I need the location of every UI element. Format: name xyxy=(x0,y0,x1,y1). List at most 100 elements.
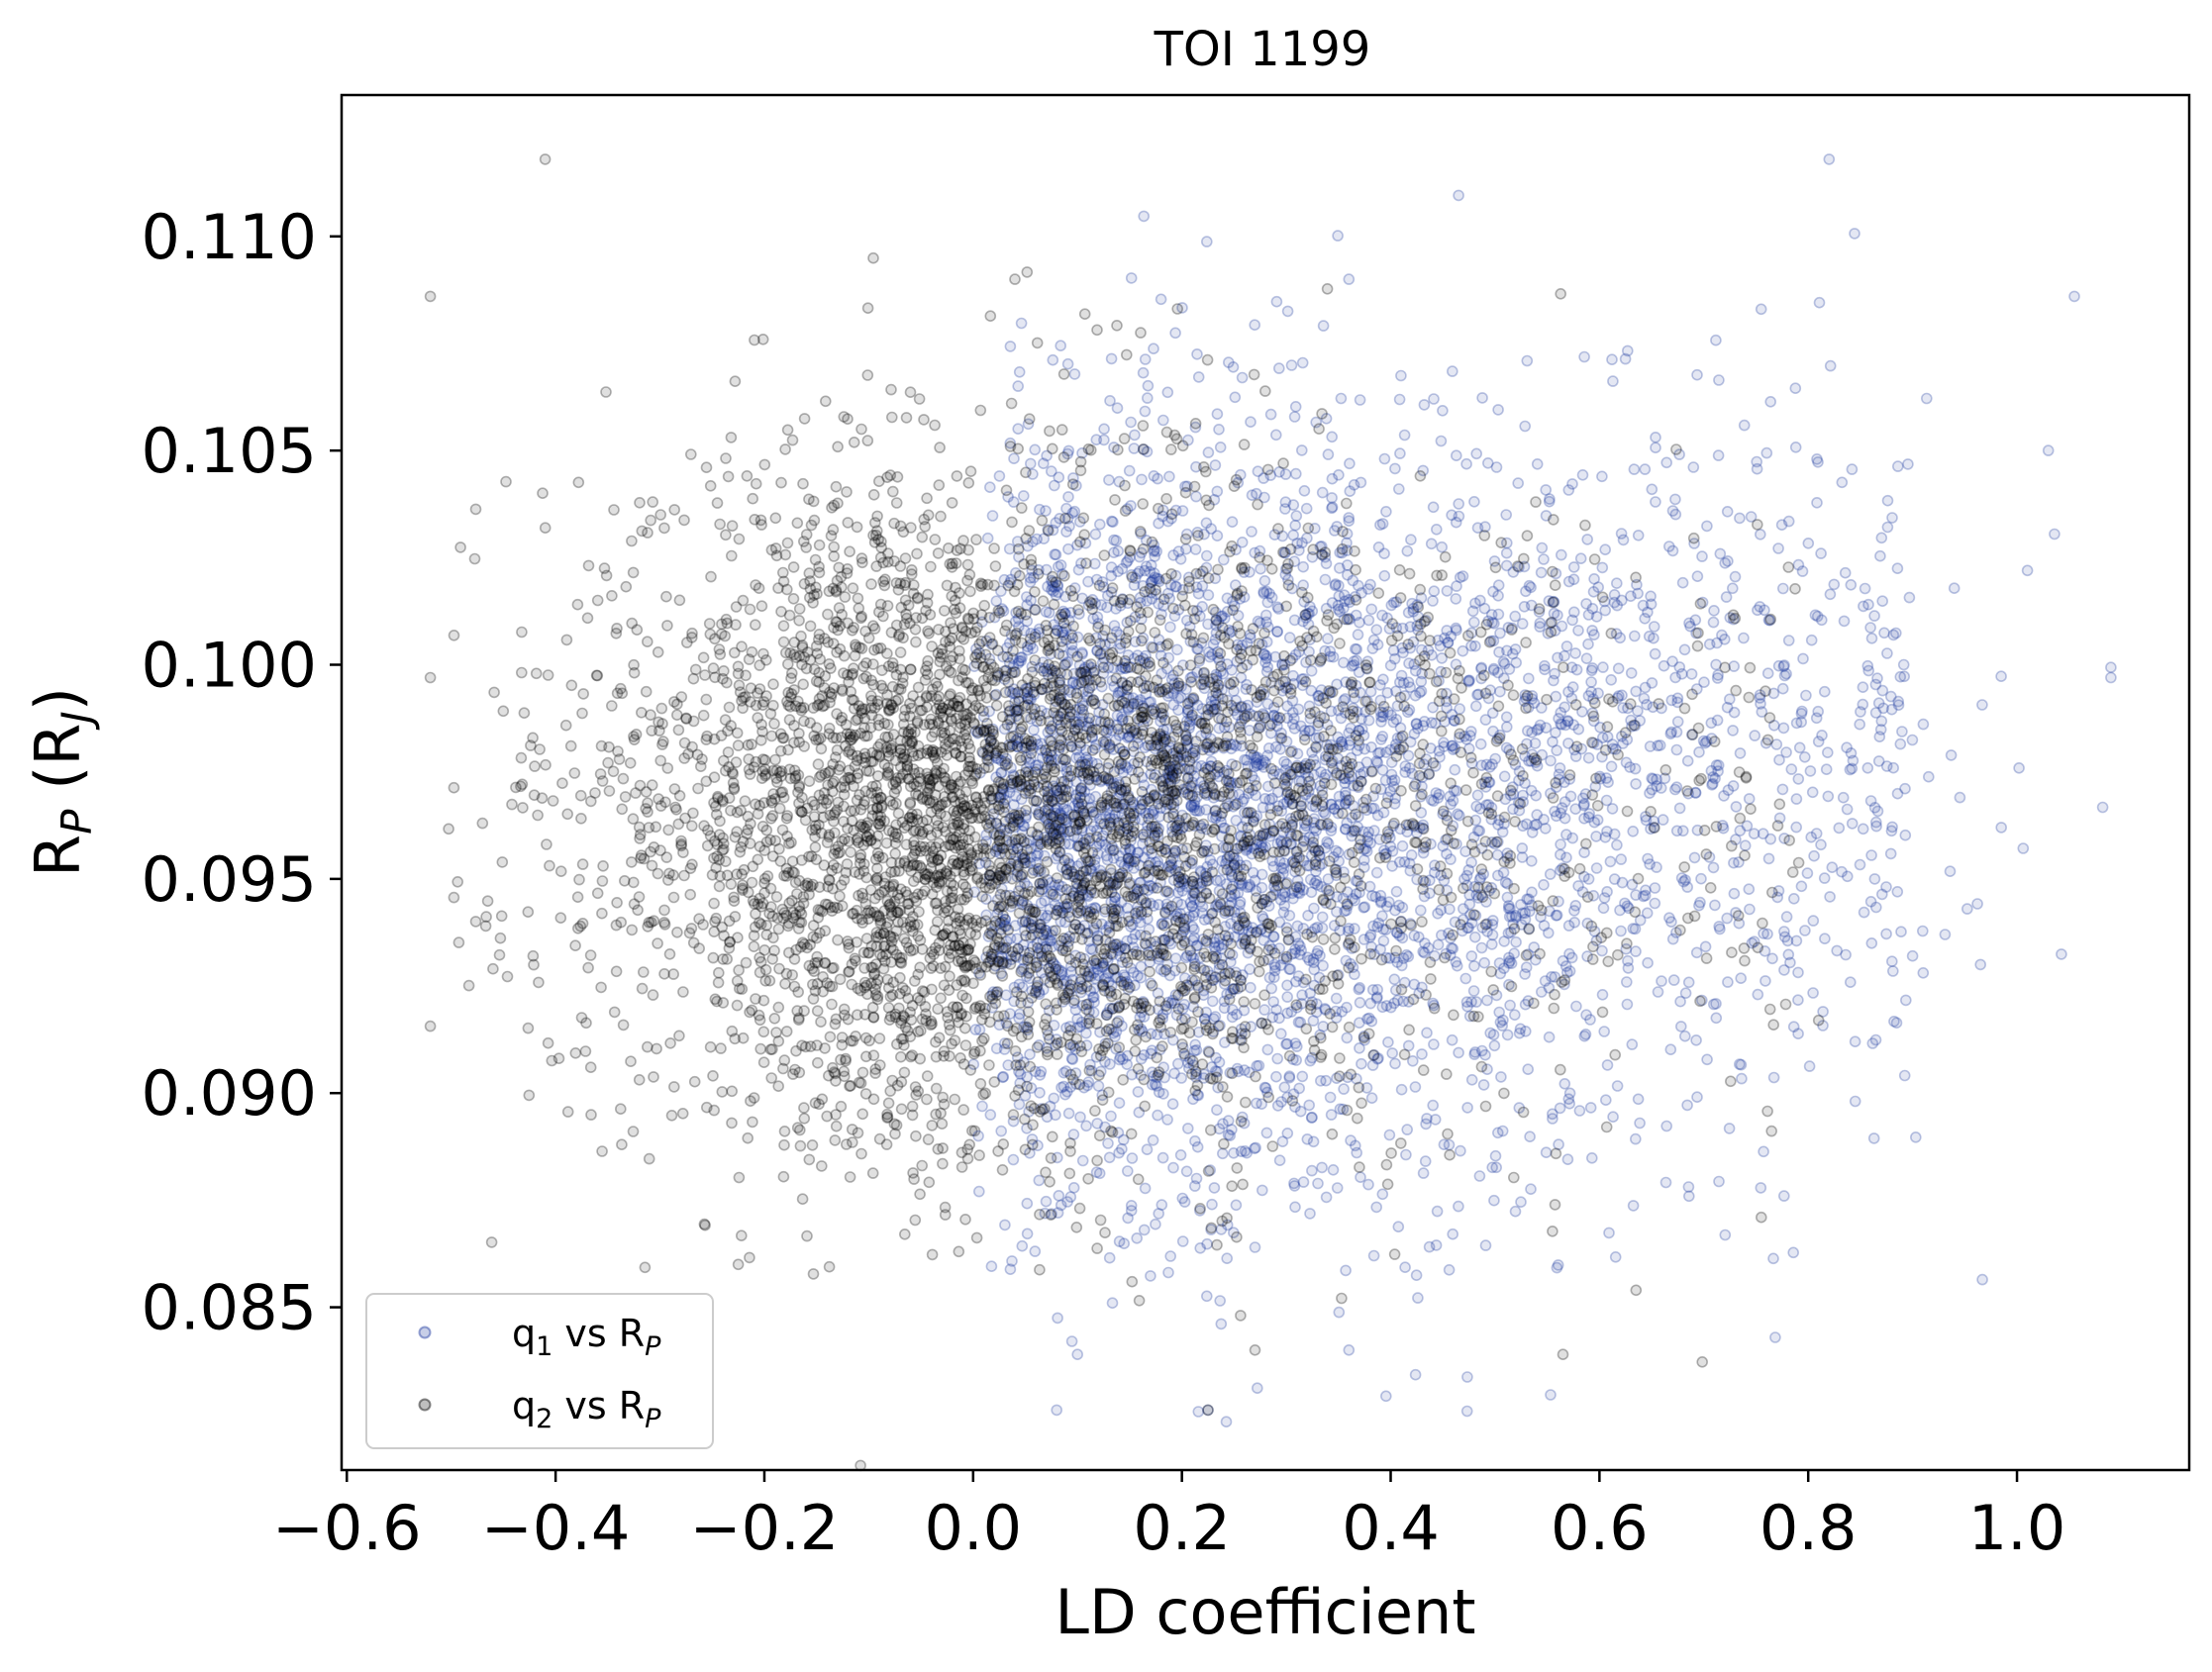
data-point-q1 xyxy=(1507,566,1520,578)
data-point-q2 xyxy=(961,558,974,571)
data-point-q1 xyxy=(1535,566,1548,579)
data-point-q1 xyxy=(1377,934,1390,947)
data-point-q1 xyxy=(1880,928,1892,940)
data-point-q1 xyxy=(1698,676,1710,689)
data-point-q1 xyxy=(1048,585,1059,598)
data-point-q1 xyxy=(1666,933,1679,945)
data-point-q1 xyxy=(1320,1074,1332,1087)
data-point-q1 xyxy=(1629,923,1642,935)
data-point-q1 xyxy=(1712,449,1725,461)
data-point-q1 xyxy=(1415,675,1428,688)
data-point-q1 xyxy=(1319,808,1332,820)
data-point-q1 xyxy=(1431,523,1443,536)
data-point-q1 xyxy=(2017,842,2030,854)
data-point-q2 xyxy=(1779,998,1792,1011)
data-point-q1 xyxy=(1921,392,1933,405)
data-point-q1 xyxy=(1130,852,1142,865)
data-point-q1 xyxy=(1841,741,1853,754)
data-point-q1 xyxy=(1115,855,1127,868)
data-point-q1 xyxy=(1489,752,1501,765)
data-point-q1 xyxy=(1315,766,1327,778)
data-point-q1 xyxy=(1496,1125,1509,1137)
data-point-q1 xyxy=(1759,604,1770,617)
data-point-q1 xyxy=(1473,825,1486,837)
data-point-q2 xyxy=(772,1001,785,1014)
data-point-q1 xyxy=(1488,1194,1500,1207)
data-point-q1 xyxy=(1385,1001,1397,1014)
data-point-q1 xyxy=(1676,576,1689,589)
data-point-q1 xyxy=(969,1024,982,1035)
data-point-q1 xyxy=(1465,726,1477,738)
data-point-q1 xyxy=(1369,891,1382,903)
data-point-q1 xyxy=(1351,1073,1362,1085)
data-point-q1 xyxy=(1892,460,1904,472)
data-point-q1 xyxy=(1648,621,1660,633)
data-point-q1 xyxy=(1548,674,1559,687)
data-point-q1 xyxy=(1885,703,1898,716)
data-point-q2 xyxy=(895,1103,908,1116)
data-point-q1 xyxy=(1390,885,1403,898)
data-point-q1 xyxy=(1606,353,1618,366)
data-point-q1 xyxy=(1481,994,1493,1007)
data-point-q1 xyxy=(1139,405,1152,418)
data-point-q1 xyxy=(1870,901,1882,914)
data-point-q1 xyxy=(1845,976,1857,989)
data-point-q2 xyxy=(1498,811,1511,824)
data-point-q1 xyxy=(1833,822,1846,835)
data-point-q2 xyxy=(1277,457,1289,469)
data-point-q1 xyxy=(1161,1114,1173,1126)
data-point-q1 xyxy=(1398,855,1411,868)
data-point-q1 xyxy=(1470,447,1482,460)
data-point-q1 xyxy=(1671,716,1684,728)
data-point-q1 xyxy=(1892,695,1904,708)
data-point-q1 xyxy=(1419,937,1431,949)
data-point-q1 xyxy=(1378,452,1391,465)
data-point-q2 xyxy=(1022,1006,1035,1018)
data-point-q1 xyxy=(1556,719,1567,731)
data-point-q1 xyxy=(1041,563,1053,576)
data-point-q1 xyxy=(1194,962,1207,974)
data-point-q1 xyxy=(1186,974,1198,986)
data-point-q1 xyxy=(1446,1033,1458,1046)
data-point-q1 xyxy=(1939,929,1952,940)
data-point-q1 xyxy=(1721,505,1734,518)
data-point-q1 xyxy=(1270,295,1283,308)
data-point-q1 xyxy=(1004,1263,1017,1275)
data-point-q1 xyxy=(1419,1155,1432,1167)
data-point-q1 xyxy=(1897,658,1910,671)
data-point-q1 xyxy=(1169,787,1181,800)
data-point-q1 xyxy=(1875,532,1888,544)
data-point-q2 xyxy=(1547,895,1559,907)
data-point-q2 xyxy=(839,591,852,603)
data-point-q1 xyxy=(1421,1027,1433,1039)
data-point-q1 xyxy=(1125,835,1137,847)
data-point-q1 xyxy=(1782,948,1795,961)
data-point-q1 xyxy=(1238,915,1250,928)
data-point-q2 xyxy=(894,1050,907,1063)
data-point-q1 xyxy=(1142,844,1155,856)
data-point-q1 xyxy=(1427,501,1440,514)
data-point-q1 xyxy=(1241,658,1254,671)
data-point-q1 xyxy=(1388,973,1401,986)
data-point-q1 xyxy=(1393,930,1406,942)
data-point-q1 xyxy=(1196,600,1208,613)
data-point-q1 xyxy=(1536,748,1549,761)
data-point-q1 xyxy=(997,781,1009,794)
data-point-q1 xyxy=(1429,1114,1442,1126)
data-point-q1 xyxy=(1249,319,1260,332)
data-point-q1 xyxy=(1215,610,1228,623)
data-point-q1 xyxy=(1570,663,1583,676)
data-point-q1 xyxy=(1380,505,1392,518)
data-point-q1 xyxy=(1428,795,1440,807)
data-point-q1 xyxy=(1467,985,1480,997)
data-point-q1 xyxy=(1384,659,1397,672)
data-point-q1 xyxy=(1241,1146,1253,1159)
data-point-q1 xyxy=(1108,546,1120,559)
data-point-q1 xyxy=(1291,1040,1303,1052)
data-point-q1 xyxy=(1475,759,1488,772)
data-point-q1 xyxy=(1172,704,1184,717)
data-point-q1 xyxy=(1011,870,1023,883)
data-point-q1 xyxy=(1639,889,1652,902)
data-point-q1 xyxy=(1408,930,1421,941)
data-point-q1 xyxy=(1376,518,1389,530)
